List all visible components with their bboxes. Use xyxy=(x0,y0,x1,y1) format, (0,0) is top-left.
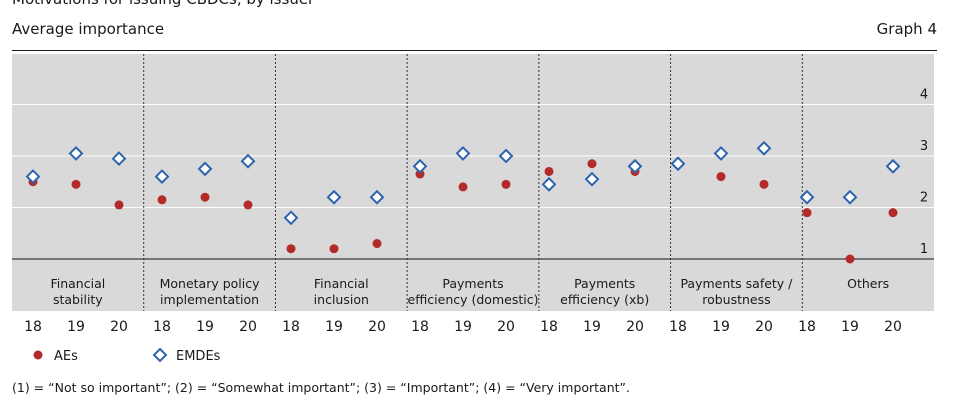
category-label: Financial xyxy=(50,276,105,291)
category-label: Payments xyxy=(442,276,503,291)
aes-point xyxy=(200,192,210,202)
emdes-point xyxy=(455,146,471,161)
emdes-point xyxy=(498,148,514,164)
y-tick-label: 2 xyxy=(920,191,928,206)
aes-point xyxy=(157,195,167,205)
x-tick-label: 19 xyxy=(712,319,730,335)
emdes-point xyxy=(197,161,213,177)
legend-aes-label: AEs xyxy=(54,349,78,364)
emdes-point xyxy=(68,146,84,161)
aes-point xyxy=(544,166,554,176)
category-label: robustness xyxy=(702,292,770,307)
category-label: Others xyxy=(847,276,889,291)
emdes-point xyxy=(885,158,901,174)
x-tick-label: 18 xyxy=(153,319,171,335)
aes-point xyxy=(501,179,511,189)
aes-point xyxy=(114,200,124,210)
x-tick-label: 18 xyxy=(798,319,816,335)
x-tick-label: 20 xyxy=(755,319,773,335)
legend-emdes-label: EMDEs xyxy=(176,349,221,364)
y-tick-label: 3 xyxy=(920,139,928,154)
aes-point xyxy=(802,208,812,218)
chart-title: Motivations for issuing CBDCs, by issuer xyxy=(12,0,314,8)
emdes-point xyxy=(326,189,342,205)
category-label: Monetary policy xyxy=(160,276,261,291)
emdes-point xyxy=(627,158,643,174)
x-tick-label: 18 xyxy=(411,319,429,335)
x-tick-label: 19 xyxy=(841,319,859,335)
x-tick-label: 19 xyxy=(67,319,85,335)
y-tick-label: 4 xyxy=(920,88,928,103)
category-label: implementation xyxy=(160,292,259,307)
emdes-point xyxy=(842,189,858,205)
plot-area xyxy=(12,54,934,311)
legend-aes-marker xyxy=(33,350,43,360)
aes-point xyxy=(243,200,253,210)
category-label: inclusion xyxy=(314,292,369,307)
graph-number: Graph 4 xyxy=(876,20,937,38)
aes-point xyxy=(888,208,898,218)
emdes-point xyxy=(283,210,299,226)
aes-point xyxy=(372,239,382,249)
category-label: Payments safety / xyxy=(680,276,793,291)
emdes-point xyxy=(713,146,729,161)
aes-point xyxy=(716,172,726,182)
emdes-point xyxy=(541,176,557,192)
aes-point xyxy=(415,169,425,179)
footnote: (1) = “Not so important”; (2) = “Somewha… xyxy=(12,380,630,395)
x-tick-label: 19 xyxy=(454,319,472,335)
emdes-point xyxy=(670,156,686,172)
x-tick-label: 19 xyxy=(325,319,343,335)
category-label: Payments xyxy=(574,276,635,291)
category-label: efficiency (xb) xyxy=(560,292,649,307)
x-tick-label: 19 xyxy=(583,319,601,335)
x-tick-label: 18 xyxy=(24,319,42,335)
category-label: efficiency (domestic) xyxy=(408,292,539,307)
aes-point xyxy=(587,159,597,169)
y-tick-label: 1 xyxy=(920,242,928,257)
aes-point xyxy=(458,182,468,192)
category-label: stability xyxy=(53,292,103,307)
x-tick-label: 18 xyxy=(669,319,687,335)
x-tick-label: 19 xyxy=(196,319,214,335)
aes-point xyxy=(845,254,855,264)
header-rule xyxy=(12,50,937,51)
x-tick-label: 20 xyxy=(497,319,515,335)
x-tick-label: 20 xyxy=(368,319,386,335)
emdes-point xyxy=(154,169,170,185)
emdes-point xyxy=(369,189,385,205)
emdes-point xyxy=(584,171,600,187)
x-tick-label: 18 xyxy=(282,319,300,335)
aes-point xyxy=(286,244,296,254)
x-tick-label: 20 xyxy=(626,319,644,335)
category-label: Financial xyxy=(314,276,369,291)
x-tick-label: 20 xyxy=(239,319,257,335)
legend-emdes-marker xyxy=(152,347,168,363)
emdes-point xyxy=(756,140,772,156)
emdes-point xyxy=(240,153,256,169)
y-axis-caption: Average importance xyxy=(12,20,165,38)
emdes-point xyxy=(412,158,428,174)
x-tick-label: 20 xyxy=(884,319,902,335)
aes-point xyxy=(329,244,339,254)
x-tick-label: 20 xyxy=(110,319,128,335)
x-tick-label: 18 xyxy=(540,319,558,335)
emdes-point xyxy=(111,151,127,166)
emdes-point xyxy=(799,189,815,205)
emdes-point xyxy=(25,169,41,185)
aes-point xyxy=(71,179,81,189)
aes-point xyxy=(759,179,769,189)
